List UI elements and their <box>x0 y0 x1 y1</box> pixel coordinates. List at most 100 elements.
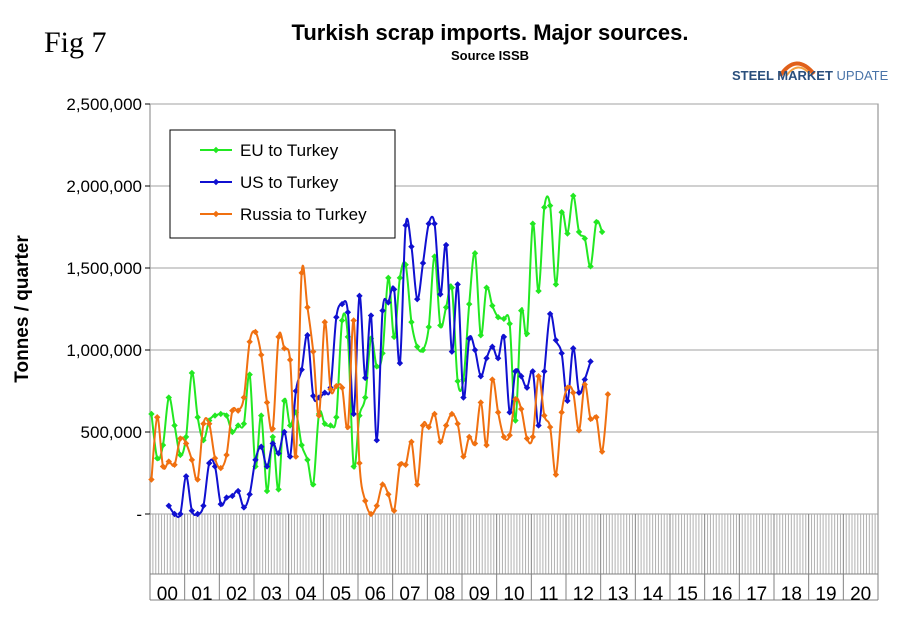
russia-to-turkey-point <box>171 461 178 468</box>
russia-to-turkey-point <box>298 269 305 277</box>
us-to-turkey-point <box>321 389 328 396</box>
eu-to-turkey-point <box>154 455 161 462</box>
us-to-turkey-point <box>546 310 554 318</box>
us-to-turkey-point <box>425 220 432 227</box>
russia-to-turkey-point <box>206 420 213 427</box>
us-to-turkey-point <box>200 502 207 509</box>
us-to-turkey-point <box>494 355 502 362</box>
russia-to-turkey-point <box>379 481 386 488</box>
figure-label: Fig 7 <box>44 26 107 59</box>
russia-to-turkey-point <box>454 420 461 427</box>
eu-to-turkey-point <box>396 274 404 282</box>
y-tick-label: 2,500,000 <box>66 95 142 114</box>
eu-to-turkey-point <box>240 420 248 427</box>
x-tick-label: 07 <box>399 584 420 605</box>
russia-to-turkey-point <box>310 348 317 355</box>
eu-to-turkey-point <box>454 377 461 385</box>
x-tick-label: 20 <box>850 584 871 605</box>
us-to-turkey-point <box>529 368 536 375</box>
us-to-turkey-point <box>575 389 583 396</box>
us-to-turkey-point <box>477 373 484 380</box>
eu-to-turkey-point <box>258 412 265 419</box>
us-to-turkey-point <box>240 504 248 511</box>
russia-to-turkey-point <box>165 458 172 465</box>
russia-to-turkey-point <box>223 451 230 459</box>
legend-marker <box>212 210 220 218</box>
us-to-turkey-point <box>466 335 473 342</box>
us-to-turkey-point <box>350 410 357 418</box>
us-to-turkey-point <box>269 440 276 447</box>
eu-to-turkey-point <box>333 414 340 421</box>
eu-to-turkey-point <box>414 343 421 350</box>
us-to-turkey-point <box>518 373 525 380</box>
russia-to-turkey-point <box>200 420 207 427</box>
russia-to-turkey-point <box>466 433 473 441</box>
russia-to-turkey-point <box>148 476 155 483</box>
logo-name: MARKET <box>777 68 833 83</box>
us-to-turkey-point <box>356 292 363 300</box>
us-to-turkey-point <box>419 259 427 267</box>
y-tick-label: - <box>136 505 142 524</box>
us-to-turkey-point <box>541 368 548 375</box>
russia-to-turkey-point <box>275 333 282 341</box>
us-to-turkey-point <box>217 500 224 508</box>
russia-to-turkey-point <box>506 432 513 439</box>
x-tick-label: 19 <box>815 584 836 605</box>
us-to-turkey-point <box>310 392 317 400</box>
eu-to-turkey-point <box>223 412 230 419</box>
russia-to-turkey-point <box>269 425 276 432</box>
russia-to-turkey-point <box>373 502 380 509</box>
russia-to-turkey-point <box>581 381 588 388</box>
us-to-turkey-point <box>414 295 421 303</box>
legend-box <box>169 129 396 239</box>
us-to-turkey-point <box>373 437 380 444</box>
logo-brand: STEEL <box>732 68 774 83</box>
russia-to-turkey-point <box>177 435 184 442</box>
legend-label: US to Turkey <box>240 173 339 192</box>
us-to-turkey-point <box>489 343 496 350</box>
russia-to-turkey-point <box>419 422 427 429</box>
us-to-turkey-point <box>206 459 213 467</box>
russia-to-turkey-point <box>344 423 352 431</box>
legend-label: EU to Turkey <box>240 141 339 160</box>
us-to-turkey-point <box>506 409 513 416</box>
eu-to-turkey-point <box>286 422 294 429</box>
eu-to-turkey-point <box>385 274 392 282</box>
x-tick-label: 15 <box>677 584 698 605</box>
x-tick-label: 02 <box>226 584 247 605</box>
russia-to-turkey-point <box>286 356 294 364</box>
russia-to-turkey-point <box>442 422 450 429</box>
eu-to-turkey-point <box>263 487 271 495</box>
eu-to-turkey-point <box>483 284 490 291</box>
legend-marker <box>212 146 220 154</box>
eu-to-turkey-point <box>246 371 253 378</box>
eu-to-turkey-point <box>350 463 357 470</box>
russia-to-turkey-point <box>575 427 583 434</box>
us-to-turkey-point <box>535 422 542 429</box>
y-tick-label: 1,500,000 <box>66 259 142 278</box>
russia-to-turkey-point <box>211 455 219 462</box>
eu-to-turkey-point <box>362 394 369 401</box>
y-tick-label: 2,000,000 <box>66 177 142 196</box>
eu-to-turkey-point <box>234 422 242 429</box>
us-to-turkey-point <box>402 222 409 229</box>
legend-label: Russia to Turkey <box>240 205 367 224</box>
eu-to-turkey-point <box>148 410 155 418</box>
russia-to-turkey-point <box>263 399 271 406</box>
eu-to-turkey-point <box>425 323 432 331</box>
russia-to-turkey-point <box>217 464 224 472</box>
chart-title: Turkish scrap imports. Major sources. <box>291 20 689 45</box>
russia-to-turkey-point <box>552 471 560 478</box>
russia-to-turkey-point <box>350 317 357 324</box>
russia-to-turkey-point <box>414 481 421 488</box>
eu-to-turkey-point <box>500 315 508 323</box>
eu-to-turkey-point <box>408 318 415 326</box>
russia-to-turkey-point <box>362 497 369 505</box>
russia-to-turkey-point <box>292 453 300 460</box>
eu-to-turkey-point <box>321 420 328 427</box>
russia-to-turkey-point <box>182 440 190 447</box>
us-to-turkey-point <box>362 374 369 382</box>
eu-to-turkey-point <box>489 302 496 309</box>
russia-to-turkey-point <box>252 328 259 336</box>
